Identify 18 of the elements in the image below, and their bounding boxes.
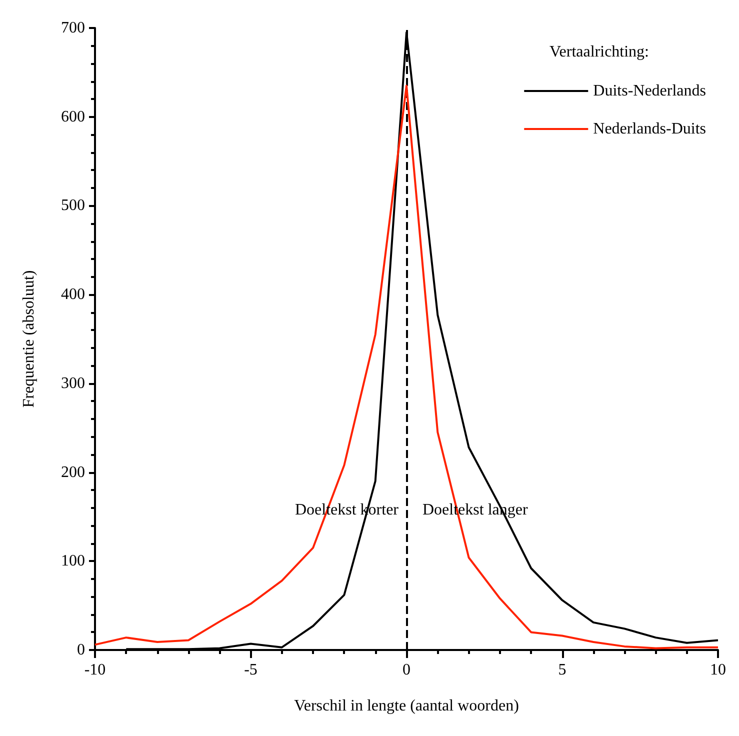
y-tick-label: 0	[77, 642, 85, 658]
y-tick-label: 600	[61, 108, 85, 126]
y-tick-label: 400	[61, 286, 85, 304]
legend-label: Nederlands-Duits	[593, 120, 706, 138]
legend-title: Vertaalrichting:	[549, 44, 649, 60]
legend-label: Duits-Nederlands	[593, 82, 706, 100]
y-tick-label: 100	[61, 552, 85, 570]
y-tick-label: 500	[61, 197, 85, 214]
y-axis-title: Frequentie (absoluut)	[20, 270, 38, 408]
y-tick-label: 200	[61, 464, 85, 481]
x-tick-label: 0	[402, 662, 410, 678]
x-axis-title: Verschil in lengte (aantal woorden)	[294, 698, 519, 714]
x-tick-label: 10	[710, 662, 726, 678]
y-tick-label: 300	[61, 374, 85, 392]
x-tick-label: -5	[244, 662, 258, 678]
x-tick-label: 5	[558, 662, 566, 678]
x-tick-label: -10	[84, 662, 106, 678]
y-tick-label: 700	[61, 20, 85, 36]
